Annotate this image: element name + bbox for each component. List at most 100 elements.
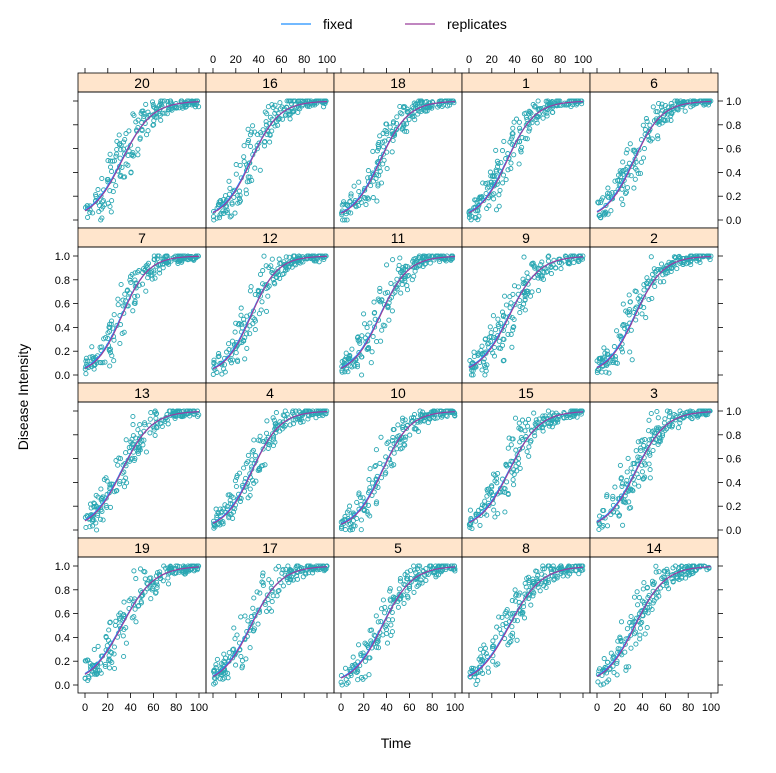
x-tick-label: 100	[446, 702, 464, 714]
data-point	[106, 653, 112, 659]
data-point	[532, 433, 538, 439]
data-point	[413, 259, 419, 265]
data-point	[618, 638, 624, 645]
data-point	[623, 500, 629, 506]
data-point	[380, 597, 386, 603]
data-point	[239, 658, 246, 664]
data-point	[153, 590, 159, 596]
data-point	[499, 342, 506, 348]
data-point	[111, 665, 118, 672]
data-point	[123, 437, 129, 443]
data-point	[531, 410, 537, 416]
data-point	[382, 610, 388, 616]
data-point	[655, 415, 661, 421]
data-point	[157, 112, 163, 118]
data-point	[510, 324, 516, 331]
data-point	[375, 645, 382, 651]
data-point	[118, 147, 124, 153]
data-point	[535, 107, 541, 113]
data-point	[521, 301, 527, 307]
data-point	[252, 327, 258, 333]
data-point	[643, 116, 649, 122]
data-point	[647, 452, 653, 458]
data-point	[490, 645, 496, 652]
data-point	[281, 413, 287, 419]
x-tick-label: 0	[210, 54, 216, 66]
data-point	[525, 274, 531, 281]
data-point	[571, 411, 577, 417]
data-point	[626, 292, 632, 298]
data-point	[514, 618, 520, 624]
data-point	[510, 477, 516, 483]
data-point	[502, 509, 508, 515]
data-point	[107, 620, 113, 626]
data-point	[100, 494, 106, 500]
data-point	[473, 215, 479, 221]
data-point	[412, 117, 418, 123]
data-point	[614, 328, 620, 334]
data-point	[108, 209, 114, 215]
data-point	[636, 474, 642, 481]
data-point	[505, 331, 511, 337]
x-tick-label: 20	[102, 702, 114, 714]
data-point	[636, 595, 642, 601]
data-point	[524, 270, 530, 276]
data-point	[550, 563, 556, 569]
replicates-curve-11	[340, 256, 455, 369]
data-point	[513, 447, 519, 453]
data-point	[627, 620, 633, 626]
data-point	[510, 436, 516, 442]
data-point	[698, 563, 704, 569]
data-point	[601, 656, 607, 662]
data-point	[387, 596, 393, 602]
data-point	[394, 114, 400, 120]
data-point	[157, 270, 163, 276]
data-point	[579, 408, 585, 414]
data-point	[247, 174, 253, 180]
data-point	[482, 372, 488, 378]
data-point	[517, 439, 523, 445]
data-point	[154, 582, 160, 588]
data-point	[618, 619, 625, 625]
data-point	[107, 164, 114, 170]
data-point	[659, 575, 665, 581]
data-point	[512, 587, 518, 593]
data-point	[503, 609, 509, 615]
data-point	[377, 133, 383, 139]
data-point	[138, 598, 144, 605]
data-point	[93, 520, 99, 526]
panel-frame-4	[205, 401, 335, 539]
y-tick-label: 1.0	[55, 561, 70, 573]
x-tick-label: 0	[338, 702, 344, 714]
data-point	[98, 486, 104, 492]
data-point	[248, 284, 254, 290]
data-point	[100, 360, 106, 366]
data-point	[627, 349, 633, 355]
strip-label-6: 6	[650, 75, 658, 91]
data-point	[143, 449, 149, 455]
y-tick-label: 0.6	[726, 454, 741, 466]
y-tick-label: 0.2	[55, 656, 70, 668]
replicates-curve-9	[468, 256, 583, 369]
data-point	[231, 194, 237, 200]
data-point	[628, 645, 634, 651]
data-point	[237, 162, 243, 168]
data-point	[135, 451, 141, 457]
data-point	[499, 148, 506, 154]
strip-label-10: 10	[390, 385, 406, 401]
data-point	[518, 435, 524, 441]
data-point	[374, 148, 380, 154]
strip-label-7: 7	[138, 230, 146, 246]
data-point	[270, 437, 276, 443]
strip-label-5: 5	[394, 540, 402, 556]
data-point	[123, 640, 129, 646]
data-point	[210, 214, 217, 220]
data-point	[356, 188, 362, 195]
data-point	[534, 575, 540, 581]
data-point	[269, 599, 275, 605]
data-point	[496, 203, 502, 209]
data-point	[524, 593, 530, 599]
data-point	[624, 469, 630, 475]
fixed-curve-8	[468, 566, 584, 677]
data-point	[496, 192, 502, 198]
